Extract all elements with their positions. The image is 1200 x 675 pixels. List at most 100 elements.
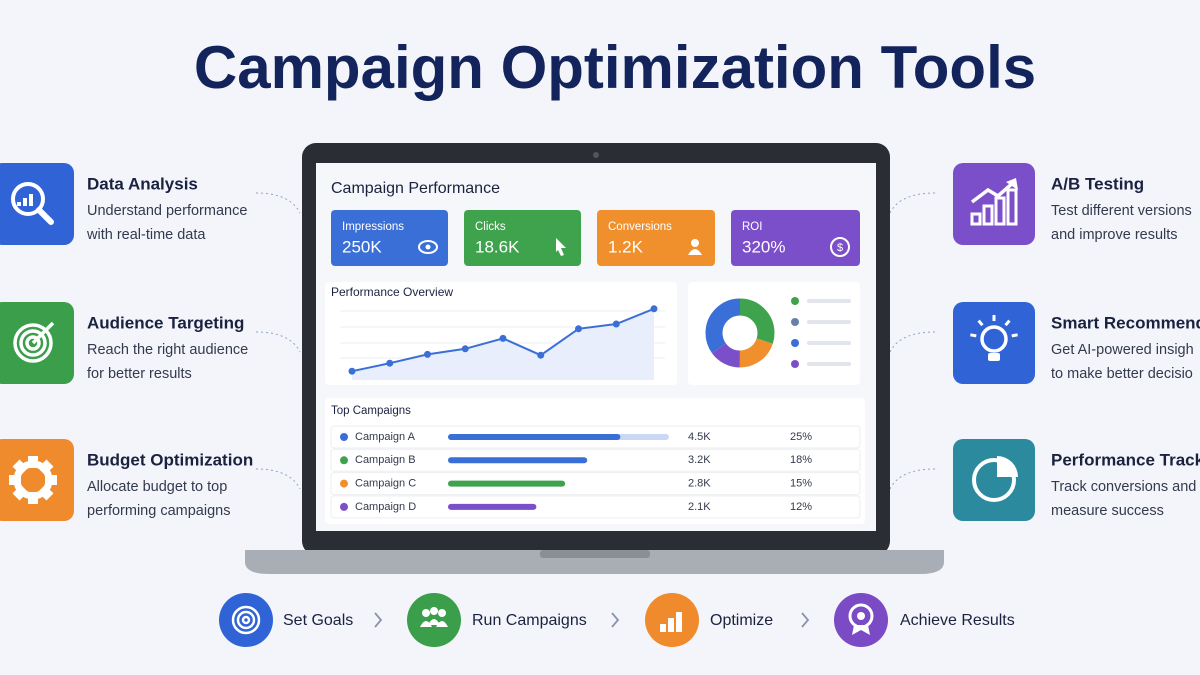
legend-placeholder xyxy=(807,320,851,324)
area xyxy=(352,308,654,380)
icon-glyph xyxy=(676,612,682,632)
laptop-notch xyxy=(540,550,650,558)
kpi-value: 1.2K xyxy=(608,237,644,256)
step-label: Optimize xyxy=(710,612,773,629)
icon-glyph xyxy=(436,621,448,627)
icon-glyph xyxy=(31,321,55,345)
kpi-icon xyxy=(691,239,699,247)
campaign-count: 2.8K xyxy=(688,478,711,490)
row-dot xyxy=(340,433,348,441)
icon-glyph xyxy=(13,460,53,500)
campaign-share: 15% xyxy=(790,478,812,490)
icon-glyph xyxy=(13,323,53,363)
campaign-share: 12% xyxy=(790,501,812,513)
line-point xyxy=(650,305,658,313)
legend-dot xyxy=(791,339,799,347)
feature-icon-box xyxy=(953,163,1035,245)
icon-glyph xyxy=(1006,188,1018,226)
campaign-count: 3.2K xyxy=(688,454,711,466)
connector xyxy=(255,331,301,353)
icon-glyph xyxy=(430,607,438,615)
dashboard-title: Campaign Performance xyxy=(331,180,500,197)
icon-glyph xyxy=(1006,178,1018,190)
line-point xyxy=(348,367,356,375)
feature-text: measure success xyxy=(1051,503,1164,519)
panel-title: Performance Overview xyxy=(331,285,453,299)
icon-glyph xyxy=(17,202,21,206)
row-dot xyxy=(340,502,348,511)
feature-text: Track conversions and xyxy=(1051,479,1196,495)
kpi-card xyxy=(731,210,860,266)
table-row xyxy=(330,495,861,519)
campaign-bar xyxy=(448,457,588,464)
campaign-share: 25% xyxy=(790,431,812,443)
panel xyxy=(325,398,865,524)
step-label: Achieve Results xyxy=(900,612,1015,629)
row-dot xyxy=(340,456,348,465)
kpi-icon xyxy=(688,249,702,255)
icon-glyph xyxy=(25,335,41,351)
icon-glyph xyxy=(982,204,994,226)
feature-icon-box xyxy=(0,439,74,521)
kpi-value: 18.6K xyxy=(475,237,520,256)
icon-glyph xyxy=(1011,333,1018,338)
connector xyxy=(889,192,936,214)
table-row xyxy=(330,425,861,449)
line-point xyxy=(575,325,582,333)
legend-dot xyxy=(791,360,799,368)
line-point xyxy=(424,350,431,358)
table-row xyxy=(330,448,861,472)
campaign-bar xyxy=(448,480,566,487)
connector xyxy=(889,331,936,353)
feature-icon-box xyxy=(0,302,74,384)
kpi-label: ROI xyxy=(742,221,762,233)
legend-placeholder xyxy=(807,341,851,345)
icon-glyph xyxy=(438,609,446,617)
laptop-base xyxy=(245,550,944,574)
feature-title: Performance Trackin xyxy=(1051,450,1200,469)
feature-text: Understand performance xyxy=(87,203,247,219)
icon-glyph xyxy=(668,618,674,632)
kpi-value: 320% xyxy=(742,237,785,256)
feature-icon-box xyxy=(953,302,1035,384)
line-point xyxy=(386,359,394,367)
legend-placeholder xyxy=(807,362,851,366)
icon-glyph xyxy=(980,325,1008,353)
step-chevron xyxy=(801,612,810,628)
campaign-name: Campaign D xyxy=(355,501,416,513)
kpi-label: Clicks xyxy=(475,221,506,233)
icon-glyph xyxy=(23,198,27,206)
icon-glyph xyxy=(1004,319,1011,327)
feature-text: and improve results xyxy=(1051,227,1178,243)
step-label: Set Goals xyxy=(283,612,353,629)
campaign-bar xyxy=(448,434,621,440)
kpi-value: 250K xyxy=(342,237,382,256)
icon-glyph xyxy=(236,610,256,630)
line-point xyxy=(612,320,620,328)
icon-glyph xyxy=(660,624,666,632)
icon-glyph xyxy=(997,456,1018,477)
step-label: Run Campaigns xyxy=(472,612,587,629)
feature-title: Data Analysis xyxy=(87,174,198,193)
line-point xyxy=(461,345,469,353)
campaign-bar xyxy=(448,503,537,510)
icon-glyph xyxy=(428,619,440,625)
legend-dot xyxy=(791,318,799,326)
campaign-share: 18% xyxy=(790,454,812,466)
icon-glyph xyxy=(857,612,865,620)
icon-glyph xyxy=(231,605,261,635)
legend-placeholder xyxy=(807,299,851,303)
kpi-label: Impressions xyxy=(342,221,404,233)
step-icon xyxy=(219,593,273,647)
campaign-name: Campaign B xyxy=(355,454,416,466)
feature-title: A/B Testing xyxy=(1051,174,1144,193)
line-point xyxy=(537,351,545,359)
kpi-card xyxy=(331,210,448,266)
icon-glyph xyxy=(970,212,982,226)
legend-dot xyxy=(791,297,799,305)
table-row xyxy=(330,472,861,496)
step-chevron xyxy=(374,612,383,628)
feature-title: Budget Optimization xyxy=(87,450,253,469)
feature-text: Allocate budget to top xyxy=(87,479,227,495)
